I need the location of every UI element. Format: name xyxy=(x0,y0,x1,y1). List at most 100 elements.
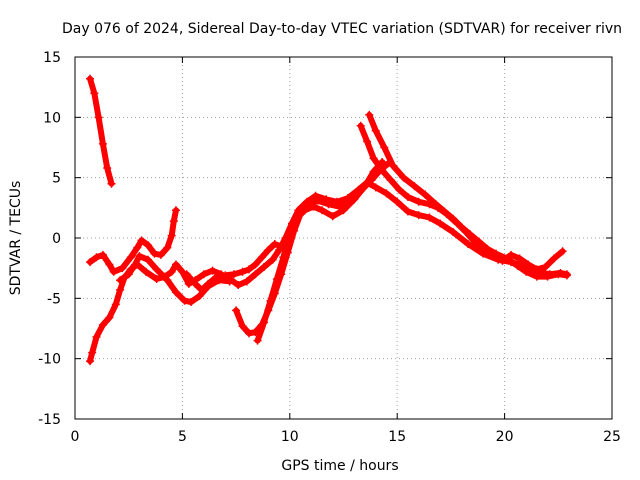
data-point-plus-marker xyxy=(449,227,458,236)
data-point-plus-marker xyxy=(253,336,262,345)
data-point-plus-marker xyxy=(229,270,238,279)
data-point-plus-marker xyxy=(133,243,142,252)
data-point-plus-marker xyxy=(171,288,180,297)
data-point-plus-marker xyxy=(244,329,253,338)
data-point-plus-marker xyxy=(103,164,112,173)
data-point-plus-marker xyxy=(541,262,550,271)
data-point-plus-marker xyxy=(109,267,118,276)
data-point-plus-marker xyxy=(144,241,153,250)
data-point-plus-marker xyxy=(208,266,217,275)
data-point-plus-marker xyxy=(474,237,483,246)
data-point-plus-marker xyxy=(180,296,189,305)
data-point-plus-marker xyxy=(360,182,369,191)
data-point-plus-marker xyxy=(191,279,200,288)
chart-title: Day 076 of 2024, Sidereal Day-to-day VTE… xyxy=(62,21,622,37)
data-point-plus-marker xyxy=(242,277,251,286)
data-point-plus-marker xyxy=(105,313,114,322)
data-point-plus-marker xyxy=(86,74,95,83)
data-point-plus-marker xyxy=(137,236,146,245)
data-point-plus-marker xyxy=(238,267,247,276)
data-point-plus-marker xyxy=(98,139,107,148)
data-point-plus-marker xyxy=(116,276,125,285)
data-point-plus-marker xyxy=(124,270,133,279)
data-point-plus-marker xyxy=(380,143,389,152)
data-point-plus-marker xyxy=(421,190,430,199)
data-point-plus-marker xyxy=(270,240,279,249)
data-point-plus-marker xyxy=(118,264,127,273)
data-point-plus-marker xyxy=(414,197,423,206)
data-point-plus-marker xyxy=(382,189,391,198)
data-point-plus-marker xyxy=(356,121,365,130)
data-point-plus-marker xyxy=(204,279,213,288)
data-point-plus-marker xyxy=(221,271,230,280)
x-tick-label: 20 xyxy=(496,429,514,445)
data-point-plus-marker xyxy=(251,260,260,269)
data-point-plus-marker xyxy=(558,247,567,256)
data-point-plus-marker xyxy=(234,281,243,290)
data-point-plus-marker xyxy=(369,167,378,176)
data-point-plus-marker xyxy=(197,285,206,294)
data-point-plus-marker xyxy=(92,253,101,262)
y-tick-label: 10 xyxy=(43,110,61,126)
data-point-plus-marker xyxy=(238,322,247,331)
data-point-plus-marker xyxy=(126,253,135,262)
data-point-plus-marker xyxy=(328,212,337,221)
data-point-plus-marker xyxy=(182,270,191,279)
data-point-plus-marker xyxy=(251,270,260,279)
y-tick-label: 0 xyxy=(52,231,61,247)
data-point-plus-marker xyxy=(232,306,241,315)
data-point-plus-marker xyxy=(163,243,172,252)
series-line-arc-9 xyxy=(366,111,570,280)
data-point-plus-marker xyxy=(507,250,516,259)
y-tick-label: 5 xyxy=(52,171,61,187)
data-point-plus-marker xyxy=(266,296,275,305)
data-point-plus-marker xyxy=(543,272,552,281)
data-point-plus-marker xyxy=(371,183,380,192)
data-point-plus-marker xyxy=(300,206,309,215)
data-point-plus-marker xyxy=(98,320,107,329)
data-point-plus-marker xyxy=(532,265,541,274)
data-series xyxy=(86,74,571,366)
data-point-plus-marker xyxy=(393,197,402,206)
data-point-plus-marker xyxy=(141,267,150,276)
data-point-plus-marker xyxy=(513,261,522,270)
data-point-plus-marker xyxy=(386,176,395,185)
x-tick-label: 25 xyxy=(603,429,621,445)
data-point-plus-marker xyxy=(131,260,140,269)
x-tick-label: 10 xyxy=(281,429,299,445)
data-point-plus-marker xyxy=(272,275,281,284)
y-axis-label: SDTVAR / TECUs xyxy=(8,181,24,296)
data-point-plus-marker xyxy=(212,272,221,281)
data-point-plus-marker xyxy=(105,260,114,269)
data-point-plus-marker xyxy=(169,217,178,226)
data-point-plus-marker xyxy=(440,207,449,216)
series-line-arc-7 xyxy=(254,159,386,344)
data-point-plus-marker xyxy=(403,207,412,216)
data-point-plus-marker xyxy=(532,272,541,281)
data-point-plus-marker xyxy=(550,254,559,263)
data-point-plus-marker xyxy=(111,300,120,309)
y-tick-label: 15 xyxy=(43,50,61,66)
data-point-plus-marker xyxy=(524,260,533,269)
data-point-plus-marker xyxy=(86,357,95,366)
data-point-plus-marker xyxy=(318,206,327,215)
data-point-plus-marker xyxy=(244,265,253,274)
data-point-plus-marker xyxy=(92,332,101,341)
data-point-plus-marker xyxy=(150,249,159,258)
data-point-plus-marker xyxy=(225,277,234,286)
data-point-plus-marker xyxy=(116,285,125,294)
data-point-plus-marker xyxy=(425,213,434,222)
series-line-arc-3 xyxy=(87,207,179,275)
grid xyxy=(75,57,612,419)
data-point-plus-marker xyxy=(403,192,412,201)
data-point-plus-marker xyxy=(135,252,144,261)
data-point-plus-marker xyxy=(167,267,176,276)
data-point-plus-marker xyxy=(324,200,333,209)
data-point-plus-marker xyxy=(365,110,374,119)
data-point-plus-marker xyxy=(152,275,161,284)
data-point-plus-marker xyxy=(163,276,172,285)
data-point-plus-marker xyxy=(309,202,318,211)
data-point-plus-marker xyxy=(152,265,161,274)
data-point-plus-marker xyxy=(502,254,511,263)
y-tick-label: -15 xyxy=(38,412,61,428)
